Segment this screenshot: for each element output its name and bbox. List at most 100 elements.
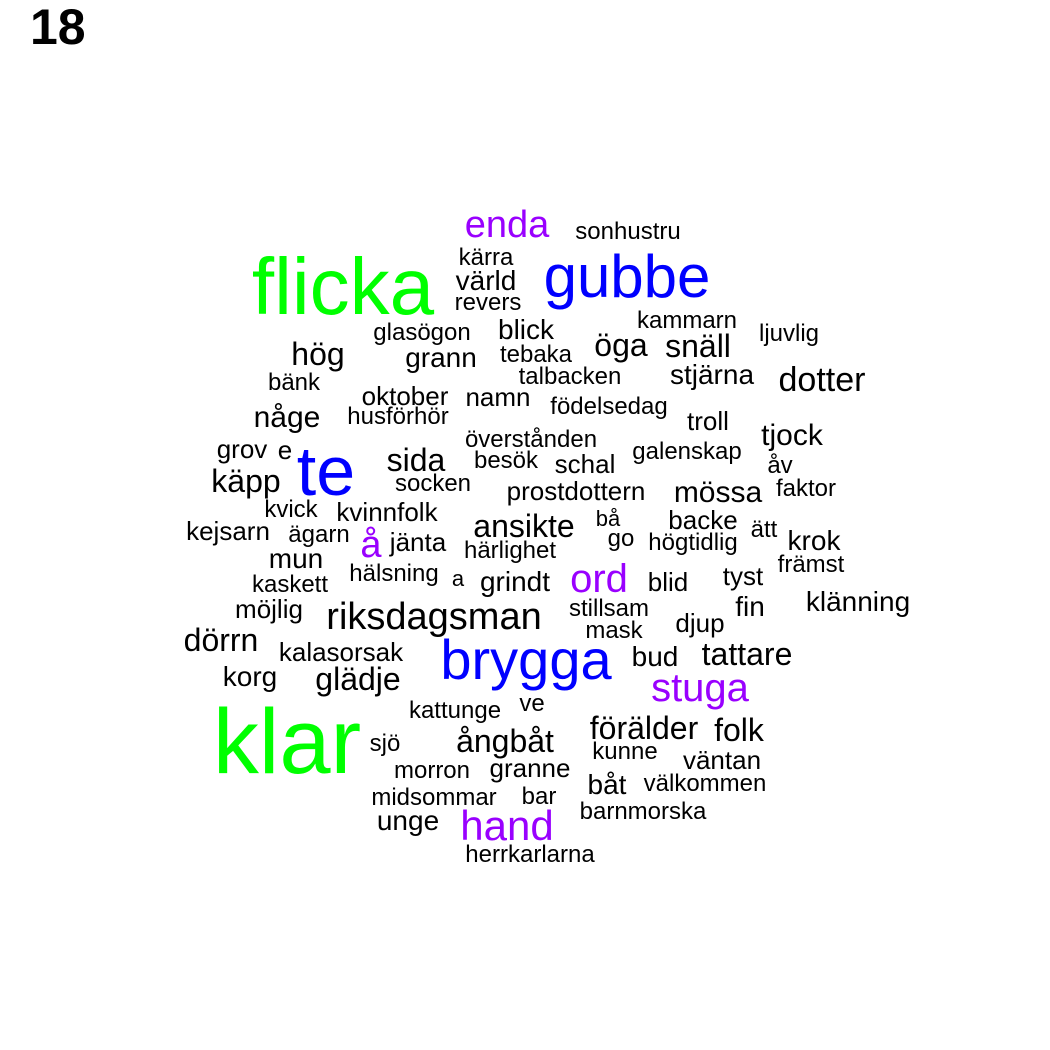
word-faktor: faktor bbox=[775, 475, 837, 502]
word-halsning: hälsning bbox=[349, 560, 439, 587]
word-kammarn: kammarn bbox=[636, 307, 738, 334]
word-grov: grov bbox=[216, 434, 268, 464]
word-stuga: stuga bbox=[651, 666, 749, 710]
word-korg: korg bbox=[222, 661, 278, 692]
word-overstanden: överstånden bbox=[464, 426, 598, 453]
word-mojlig: möjlig bbox=[235, 594, 303, 624]
word-kvinnfolk: kvinnfolk bbox=[336, 497, 438, 527]
word-unge: unge bbox=[376, 805, 440, 836]
word-sjo: sjö bbox=[369, 730, 401, 757]
word-go: go bbox=[607, 525, 635, 552]
word-bat: båt bbox=[587, 769, 627, 800]
word-dotter: dotter bbox=[778, 361, 866, 399]
word-revers: revers bbox=[454, 289, 522, 316]
word-brygga: brygga bbox=[440, 628, 612, 691]
word-kunne: kunne bbox=[592, 738, 658, 765]
word-kapp: käpp bbox=[211, 463, 281, 499]
word-hogtidlig: högtidlig bbox=[648, 529, 738, 556]
word-oga: öga bbox=[594, 327, 648, 363]
word-tattare: tattare bbox=[701, 636, 793, 672]
word-socken: socken bbox=[394, 470, 472, 497]
word-prostdottern: prostdottern bbox=[506, 476, 646, 506]
word-ord: ord bbox=[570, 557, 628, 601]
word-flicka: flicka bbox=[251, 242, 435, 331]
word-kaskett: kaskett bbox=[251, 571, 329, 598]
word-fin: fin bbox=[735, 591, 765, 622]
word-barnmorska: barnmorska bbox=[579, 798, 707, 825]
word-karra: kärra bbox=[458, 244, 514, 271]
word-besok: besök bbox=[473, 447, 539, 474]
word-enda: enda bbox=[464, 204, 550, 246]
word-troll: troll bbox=[687, 406, 729, 436]
word-mask: mask bbox=[585, 617, 643, 644]
word-varld: värld bbox=[455, 265, 517, 296]
word-blid: blid bbox=[647, 567, 689, 597]
word-gubbe: gubbe bbox=[543, 243, 711, 310]
word-husforhor: husförhör bbox=[347, 403, 449, 430]
word-nage: någe bbox=[253, 401, 321, 434]
word-janta: jänta bbox=[389, 527, 447, 557]
word-kvick: kvick bbox=[264, 496, 318, 523]
word-stjarna: stjärna bbox=[669, 359, 755, 390]
word-gladje: glädje bbox=[315, 661, 401, 697]
word-backe: backe bbox=[668, 505, 738, 535]
word-hand: hand bbox=[460, 802, 554, 849]
word-mun: mun bbox=[268, 543, 324, 574]
word-hog: hög bbox=[291, 336, 345, 372]
word-klanning: klänning bbox=[805, 586, 911, 617]
word-valkommen: välkommen bbox=[643, 770, 767, 797]
word-mossa: mössa bbox=[673, 476, 763, 509]
word-te: te bbox=[296, 432, 356, 510]
word-stillsam: stillsam bbox=[568, 595, 650, 622]
plot-number: 18 bbox=[30, 0, 86, 55]
word-angbat: ångbåt bbox=[456, 723, 554, 759]
word-fodelsedag: födelsedag bbox=[550, 393, 668, 420]
word-tebaka: tebaka bbox=[499, 341, 573, 368]
word-att: ätt bbox=[750, 516, 778, 543]
word-klar: klar bbox=[212, 691, 362, 793]
word-glasogon: glasögon bbox=[373, 319, 471, 346]
word-dorrn: dörrn bbox=[183, 622, 259, 658]
word-oktober: oktober bbox=[361, 381, 449, 411]
word-foralder: förälder bbox=[589, 710, 699, 746]
word-riksdagsman: riksdagsman bbox=[326, 596, 542, 638]
word-sonhustru: sonhustru bbox=[575, 218, 681, 245]
word-ba: bå bbox=[595, 506, 621, 531]
word-a: å bbox=[360, 524, 382, 566]
word-a: a bbox=[451, 566, 465, 591]
word-grindt: grindt bbox=[479, 566, 551, 597]
word-folk: folk bbox=[714, 712, 764, 748]
word-kattunge: kattunge bbox=[408, 697, 502, 724]
word-agarn: ägarn bbox=[288, 521, 350, 548]
word-grann: grann bbox=[405, 342, 477, 373]
word-bank: bänk bbox=[267, 369, 321, 396]
word-kalasorsak: kalasorsak bbox=[278, 637, 404, 667]
word-herrkarlarna: herrkarlarna bbox=[465, 841, 595, 868]
word-krok: krok bbox=[787, 525, 841, 556]
word-snall: snäll bbox=[665, 328, 731, 364]
word-namn: namn bbox=[465, 382, 531, 412]
word-blick: blick bbox=[497, 314, 555, 345]
word-tyst: tyst bbox=[722, 561, 764, 591]
word-midsommar: midsommar bbox=[371, 784, 497, 811]
word-talbacken: talbacken bbox=[518, 363, 622, 390]
word-djup: djup bbox=[675, 608, 725, 638]
word-bud: bud bbox=[631, 641, 679, 672]
word-e: e bbox=[277, 435, 293, 465]
word-granne: granne bbox=[489, 753, 571, 783]
word-bar: bar bbox=[521, 783, 557, 810]
word-ansikte: ansikte bbox=[473, 508, 575, 544]
word-harlighet: härlighet bbox=[463, 537, 557, 564]
word-schal: schal bbox=[554, 449, 616, 479]
word-ljuvlig: ljuvlig bbox=[758, 320, 820, 347]
word-galenskap: galenskap bbox=[632, 438, 742, 465]
word-tjock: tjock bbox=[761, 419, 823, 452]
word-morron: morron bbox=[393, 757, 471, 784]
word-vantan: väntan bbox=[682, 745, 762, 775]
word-av: åv bbox=[767, 452, 793, 479]
word-sida: sida bbox=[386, 442, 446, 478]
word-ve: ve bbox=[519, 690, 545, 717]
word-kejsarn: kejsarn bbox=[186, 516, 270, 546]
word-framst: främst bbox=[777, 551, 845, 578]
